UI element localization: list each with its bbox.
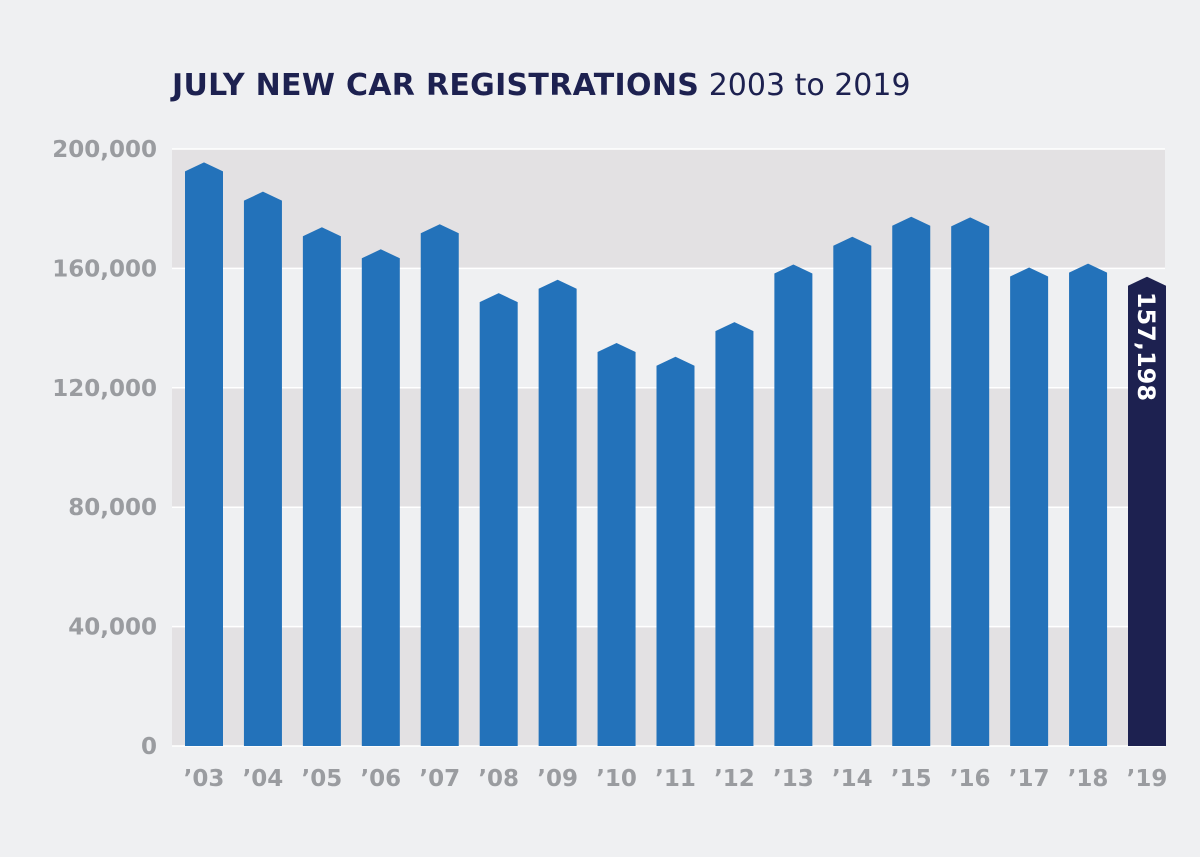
y-tick-label: 160,000 <box>52 256 157 282</box>
x-axis-ticks: ’03 ’04 ’05 ’06 ’07 ’08 ’09 ’10 ’11 ’12 ’13 ’14 ’15 ’… <box>184 766 1168 792</box>
x-tick-label: ’12 <box>714 766 755 792</box>
x-tick-label: ’15 <box>891 766 932 792</box>
chart-title-main: JULY NEW CAR REGISTRATIONS <box>172 68 700 103</box>
y-tick-label: 80,000 <box>68 495 157 521</box>
data-labels: 157,198 <box>1132 292 1160 401</box>
x-tick-label: ’08 <box>478 766 519 792</box>
x-tick-label: ’04 <box>243 766 284 792</box>
data-label: 157,198 <box>1132 292 1160 401</box>
x-tick-label: ’13 <box>773 766 814 792</box>
bar-13 <box>774 264 813 746</box>
x-tick-label: ’19 <box>1127 766 1168 792</box>
bar-07 <box>420 224 459 747</box>
x-tick-label: ’14 <box>832 766 873 792</box>
x-tick-label: ’18 <box>1068 766 1109 792</box>
bar-19 <box>1128 276 1166 746</box>
bar-15 <box>892 216 931 746</box>
bar-09 <box>538 279 577 746</box>
y-tick-label: 120,000 <box>52 376 157 402</box>
x-tick-label: ’16 <box>950 766 991 792</box>
bar-12 <box>715 322 754 746</box>
y-axis-ticks: 0 40,000 80,000 120,000 160,000 200,000 <box>52 137 157 760</box>
bar-14 <box>833 236 872 746</box>
y-tick-label: 200,000 <box>52 137 157 163</box>
y-tick-label: 0 <box>141 734 157 760</box>
bars <box>185 162 1166 747</box>
x-tick-label: ’05 <box>302 766 343 792</box>
bar-08 <box>479 293 518 746</box>
bar-04 <box>243 191 282 747</box>
bar-10 <box>597 343 636 746</box>
bar-17 <box>1010 267 1049 746</box>
x-tick-label: ’06 <box>360 766 401 792</box>
bar-18 <box>1069 263 1108 746</box>
bar-05 <box>302 227 341 746</box>
x-tick-label: ’09 <box>537 766 578 792</box>
bar-16 <box>951 217 990 746</box>
chart-title: JULY NEW CAR REGISTRATIONS 2003 to 2019 <box>172 68 911 103</box>
chart-title-sub: 2003 to 2019 <box>708 68 911 103</box>
bar-11 <box>656 356 695 746</box>
x-tick-label: ’11 <box>655 766 696 792</box>
y-tick-label: 40,000 <box>68 615 157 641</box>
bar-03 <box>185 162 223 746</box>
x-tick-label: ’10 <box>596 766 637 792</box>
bar-06 <box>361 249 400 746</box>
x-tick-label: ’17 <box>1009 766 1050 792</box>
x-tick-label: ’03 <box>184 766 225 792</box>
x-tick-label: ’07 <box>419 766 460 792</box>
